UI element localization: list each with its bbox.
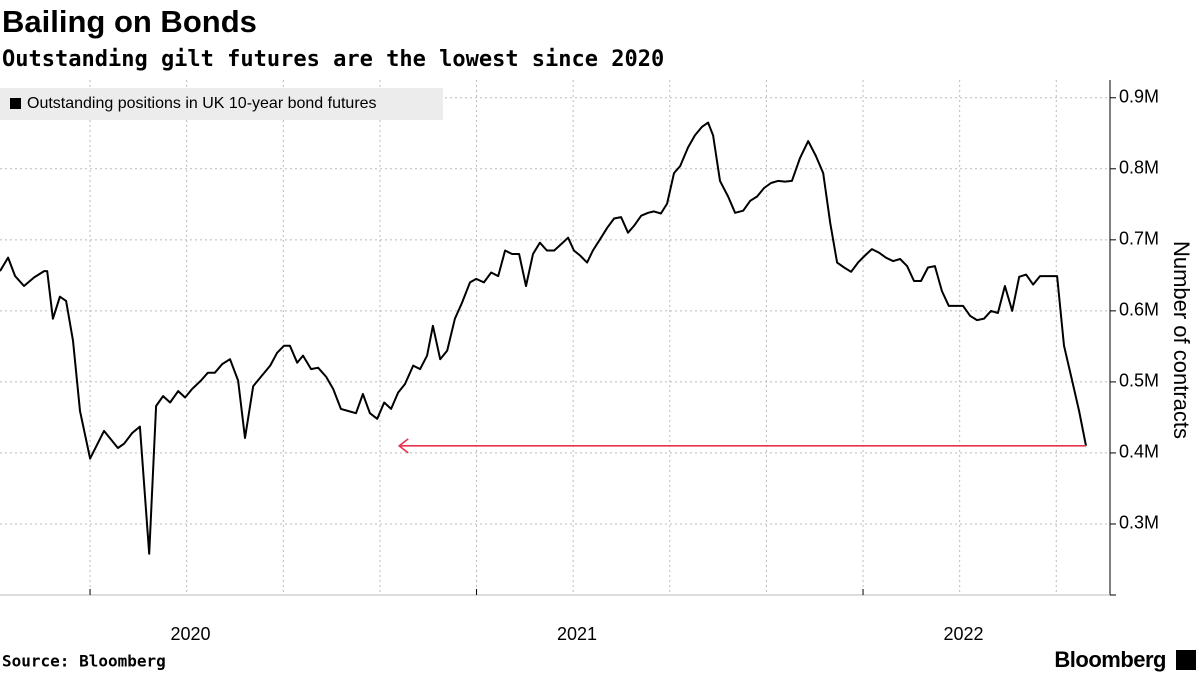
y-tick-label: 0.4M bbox=[1119, 442, 1159, 462]
y-tick-label: 0.8M bbox=[1119, 158, 1159, 178]
y-tick-label: 0.5M bbox=[1119, 371, 1159, 391]
x-tick-label: 2020 bbox=[171, 624, 211, 644]
chart-subtitle: Outstanding gilt futures are the lowest … bbox=[2, 47, 664, 72]
annotation-arrowhead bbox=[397, 438, 409, 454]
y-axis-label: Number of contracts bbox=[1169, 241, 1194, 439]
y-tick-label: 0.6M bbox=[1119, 300, 1159, 320]
x-tick-label: 2021 bbox=[557, 624, 597, 644]
logo-icon bbox=[1176, 650, 1196, 670]
legend-swatch bbox=[10, 98, 21, 109]
chart-title: Bailing on Bonds bbox=[2, 4, 257, 39]
y-tick-label: 0.3M bbox=[1119, 513, 1159, 533]
legend-box bbox=[0, 88, 443, 120]
line-series bbox=[0, 121, 1087, 555]
logo: Bloomberg bbox=[1054, 647, 1166, 672]
y-tick-label: 0.9M bbox=[1119, 87, 1159, 107]
y-tick-label: 0.7M bbox=[1119, 229, 1159, 249]
x-tick-label: 2022 bbox=[943, 624, 983, 644]
source: Source: Bloomberg bbox=[2, 652, 166, 671]
legend-label: Outstanding positions in UK 10-year bond… bbox=[27, 95, 377, 112]
